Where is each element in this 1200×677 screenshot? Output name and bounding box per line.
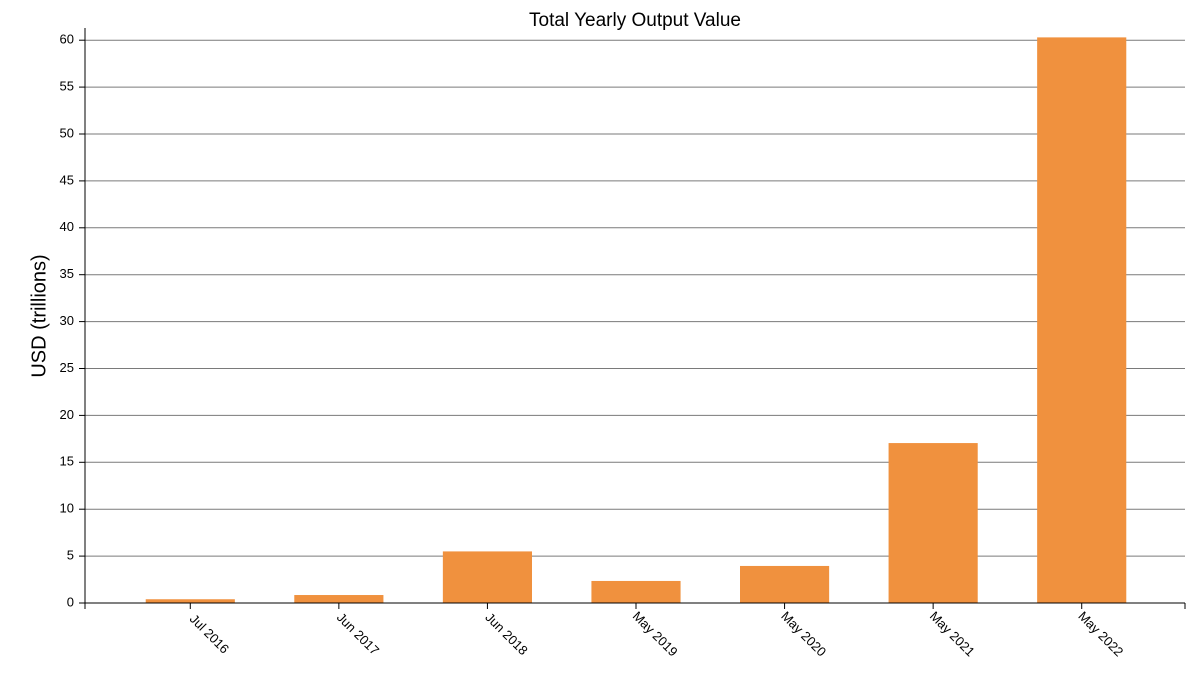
bar bbox=[442, 551, 532, 603]
x-tick-label: May 2019 bbox=[630, 608, 681, 659]
y-tick-label: 15 bbox=[60, 454, 74, 469]
y-tick-label: 20 bbox=[60, 407, 74, 422]
y-tick-label: 0 bbox=[67, 594, 74, 609]
bar bbox=[740, 565, 830, 603]
bar bbox=[294, 595, 384, 603]
x-tick-label: May 2022 bbox=[1075, 608, 1126, 659]
y-tick-label: 60 bbox=[60, 32, 74, 47]
y-axis-label: USD (trillions) bbox=[28, 254, 50, 377]
y-tick-label: 50 bbox=[60, 125, 74, 140]
y-tick-label: 25 bbox=[60, 360, 74, 375]
x-tick-label: May 2021 bbox=[927, 608, 978, 659]
bar bbox=[888, 443, 978, 603]
x-tick-label: Jun 2018 bbox=[482, 610, 530, 658]
y-tick-label: 30 bbox=[60, 313, 74, 328]
bar bbox=[591, 580, 681, 603]
x-tick-label: May 2020 bbox=[778, 608, 829, 659]
chart-title: Total Yearly Output Value bbox=[529, 10, 741, 31]
y-tick-label: 35 bbox=[60, 266, 74, 281]
y-tick-label: 55 bbox=[60, 79, 74, 94]
bar bbox=[145, 599, 235, 603]
y-tick-label: 10 bbox=[60, 501, 74, 516]
bar bbox=[1037, 37, 1127, 603]
x-tick-label: Jun 2017 bbox=[334, 610, 382, 658]
x-tick-label: Jul 2016 bbox=[187, 611, 232, 656]
y-tick-label: 45 bbox=[60, 172, 74, 187]
y-tick-label: 5 bbox=[67, 548, 74, 563]
y-tick-label: 40 bbox=[60, 219, 74, 234]
